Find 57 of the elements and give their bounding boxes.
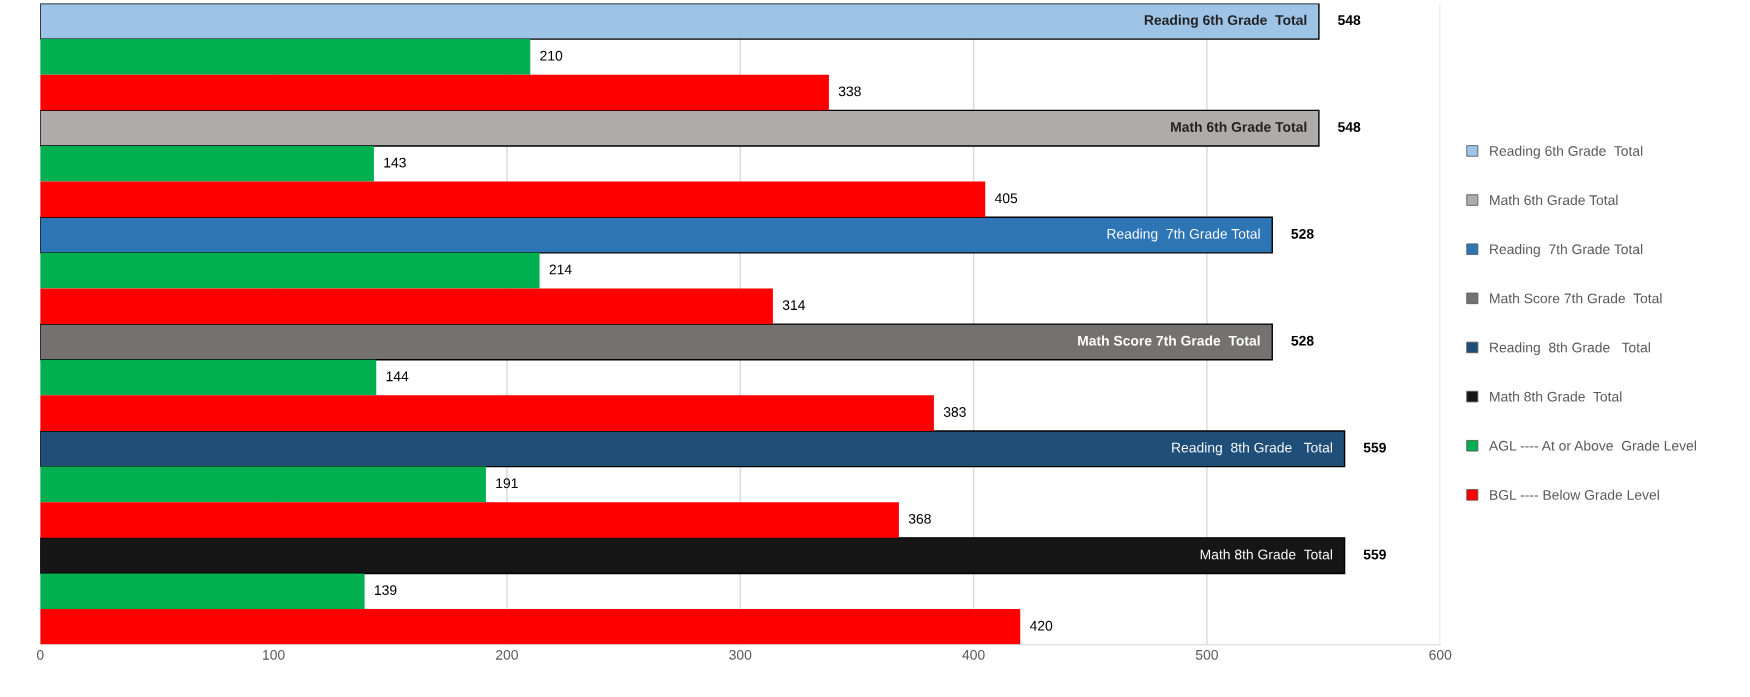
bar xyxy=(40,323,1273,361)
data-label: 368 xyxy=(908,513,931,524)
data-label: 144 xyxy=(386,371,409,382)
x-tick-label: 400 xyxy=(962,649,985,660)
x-tick-label: 300 xyxy=(729,649,752,660)
data-label: 139 xyxy=(374,585,397,596)
annotation: Math 8th Grade Total xyxy=(1200,549,1332,560)
data-label: 420 xyxy=(1029,620,1053,631)
legend-label: Reading 6th Grade Total xyxy=(1490,145,1643,159)
data-label: 383 xyxy=(943,407,966,417)
annotation: Math 6th Grade Total xyxy=(1171,121,1307,132)
bar xyxy=(40,573,365,610)
annotation: Math Score 7th Grade Total xyxy=(1078,335,1260,346)
legend-label: Math 6th Grade Total xyxy=(1490,194,1618,206)
bar xyxy=(40,395,934,431)
bar xyxy=(40,3,1320,40)
legend-label: AGL ---- At or Above Grade Level xyxy=(1489,440,1696,451)
bar xyxy=(40,39,531,75)
data-label: 528 xyxy=(1291,228,1314,239)
bar xyxy=(40,288,773,325)
bar xyxy=(40,145,374,182)
legend-label: Reading 8th Grade Total xyxy=(1490,342,1650,356)
data-label: 559 xyxy=(1363,442,1386,453)
x-tick-label: 600 xyxy=(1429,649,1452,660)
data-label: 143 xyxy=(384,157,406,168)
bar xyxy=(40,537,1346,575)
data-label: 314 xyxy=(782,300,806,311)
bar xyxy=(40,181,986,218)
bar xyxy=(40,609,1021,645)
bar xyxy=(40,430,1346,468)
x-tick-label: 200 xyxy=(496,649,518,660)
bar xyxy=(40,252,540,289)
data-label: 191 xyxy=(496,478,518,489)
bar xyxy=(40,109,1320,147)
data-label: 405 xyxy=(994,193,1018,204)
data-label: 548 xyxy=(1338,122,1361,132)
x-tick-label: 0 xyxy=(36,649,44,660)
bar xyxy=(40,74,829,111)
bar xyxy=(40,359,377,396)
data-label: 559 xyxy=(1363,549,1386,560)
x-tick-label: 100 xyxy=(263,649,285,660)
data-label: 528 xyxy=(1291,335,1314,346)
annotation: Reading 7th Grade Total xyxy=(1107,228,1260,242)
legend-label: BGL ---- Below Grade Level xyxy=(1490,489,1659,500)
data-label: 338 xyxy=(838,86,861,97)
data-label: 548 xyxy=(1338,15,1361,26)
bar xyxy=(40,502,899,538)
bar xyxy=(40,216,1273,254)
data-label: 214 xyxy=(549,264,572,275)
x-tick-label: 500 xyxy=(1195,649,1218,660)
bar xyxy=(40,466,486,503)
legend-label: Math 8th Grade Total xyxy=(1490,391,1622,402)
annotation: Reading 6th Grade Total xyxy=(1144,14,1307,28)
annotation: Reading 8th Grade Total xyxy=(1172,442,1332,456)
legend-label: Reading 7th Grade Total xyxy=(1490,243,1643,257)
data-label: 210 xyxy=(540,50,563,61)
legend-label: Math Score 7th Grade Total xyxy=(1490,293,1662,304)
